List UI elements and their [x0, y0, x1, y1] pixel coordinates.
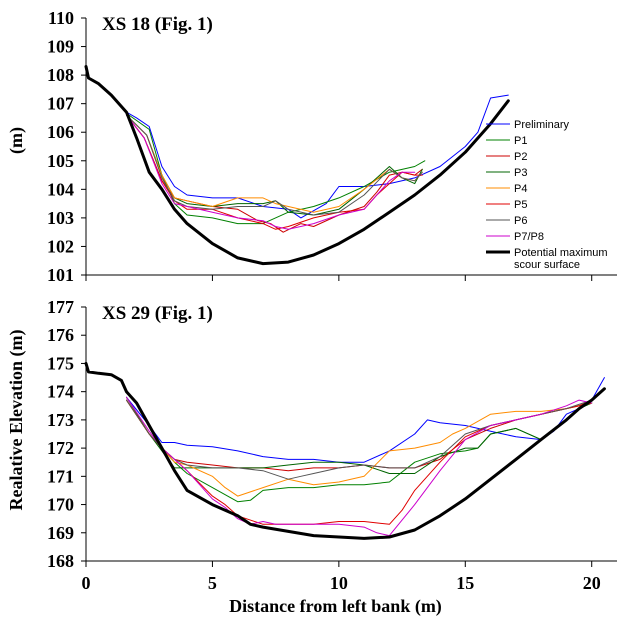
series-line-xs29-6 [126, 399, 593, 480]
y-tick-label-xs18: 104 [47, 179, 74, 199]
series-line-xs29-4 [126, 399, 593, 497]
y-tick-label-xs29: 175 [47, 353, 74, 373]
x-tick-label-xs29: 10 [330, 573, 348, 593]
series-line-xs29-8 [84, 361, 606, 540]
series-line-xs29-7 [126, 396, 593, 537]
y-tick-label-xs18: 109 [47, 37, 74, 57]
legend-item: P4 [486, 183, 527, 195]
legend-item: P3 [486, 167, 527, 179]
legend-label: P3 [514, 167, 527, 179]
panel-xs29: 168 169 170 171 172 173 174 175 176 177 0 5 10 15 20 XS… [6, 297, 617, 617]
y-tick-label-xs29: 174 [47, 382, 74, 402]
y-tick-label-xs29: 176 [47, 325, 74, 345]
y-tick-label-xs18: 103 [47, 208, 74, 228]
x-axis-label: Distance from left bank (m) [229, 596, 442, 617]
y-tick-label-xs29: 170 [47, 495, 74, 515]
legend-item: P2 [486, 151, 527, 163]
y-tick-label-xs18: 108 [47, 65, 74, 85]
series-line-xs29-1 [126, 396, 593, 503]
y-tick-label-xs18: 107 [47, 94, 74, 114]
y-tick-label-xs18: 102 [47, 236, 74, 256]
series-line-xs18-6 [126, 114, 423, 216]
y-tick-label-xs18: 105 [47, 151, 74, 171]
legend-label: Preliminary [514, 119, 570, 131]
legend-label: P7/P8 [514, 231, 544, 243]
legend-label: P2 [514, 151, 527, 163]
legend-label: P4 [514, 183, 527, 195]
legend-item: P7/P8 [486, 231, 544, 243]
series-line-xs29-0 [126, 377, 605, 463]
series-group-xs18 [84, 65, 510, 266]
y-tick-label-xs18: 106 [47, 122, 74, 142]
legend-label: P5 [514, 199, 527, 211]
y-tick-label-xs29: 169 [47, 523, 74, 543]
y-axis-label-bottom: Realative Elevation (m) [6, 330, 27, 511]
x-tick-label-xs29: 5 [208, 573, 217, 593]
y-tick-label-xs18: 110 [48, 8, 74, 28]
legend-item: P6 [486, 215, 527, 227]
legend-item: P5 [486, 199, 527, 211]
y-tick-label-xs29: 172 [47, 438, 74, 458]
legend-item: Preliminary [486, 119, 570, 131]
series-line-xs18-3 [126, 114, 423, 216]
legend-label: P1 [514, 135, 527, 147]
y-tick-label-xs18: 101 [47, 265, 74, 285]
legend-label: Potential maximum [514, 247, 608, 259]
legend-label: P6 [514, 215, 527, 227]
x-tick-label-xs29: 15 [456, 573, 474, 593]
y-tick-label-xs29: 177 [47, 297, 74, 317]
legend: Preliminary P1 P2 P3 P4 P5 P6 P7/P8 Potential ma… [486, 119, 608, 271]
series-group-xs29 [84, 361, 606, 540]
legend-label-line2: scour surface [514, 259, 580, 271]
series-line-xs18-5 [126, 114, 423, 230]
y-tick-label-xs29: 171 [47, 466, 74, 486]
y-tick-label-xs29: 168 [47, 551, 74, 571]
series-line-xs18-0 [126, 94, 509, 219]
series-line-xs18-7 [126, 114, 416, 230]
x-tick-label-xs29: 20 [583, 573, 601, 593]
series-line-xs18-8 [84, 65, 510, 266]
series-line-xs29-2 [126, 399, 593, 472]
panel-xs18: 101 102 103 104 105 106 107 108 109 110 XS 18 (Fig… [6, 8, 617, 285]
legend-item: P1 [486, 135, 527, 147]
series-line-xs18-2 [126, 114, 423, 233]
y-tick-label-xs29: 173 [47, 410, 74, 430]
panel-title-xs29: XS 29 (Fig. 1) [102, 303, 213, 324]
x-tick-label-xs29: 0 [82, 573, 91, 593]
y-axis-label-top: (m) [6, 127, 27, 154]
panel-title-xs18: XS 18 (Fig. 1) [102, 14, 213, 35]
